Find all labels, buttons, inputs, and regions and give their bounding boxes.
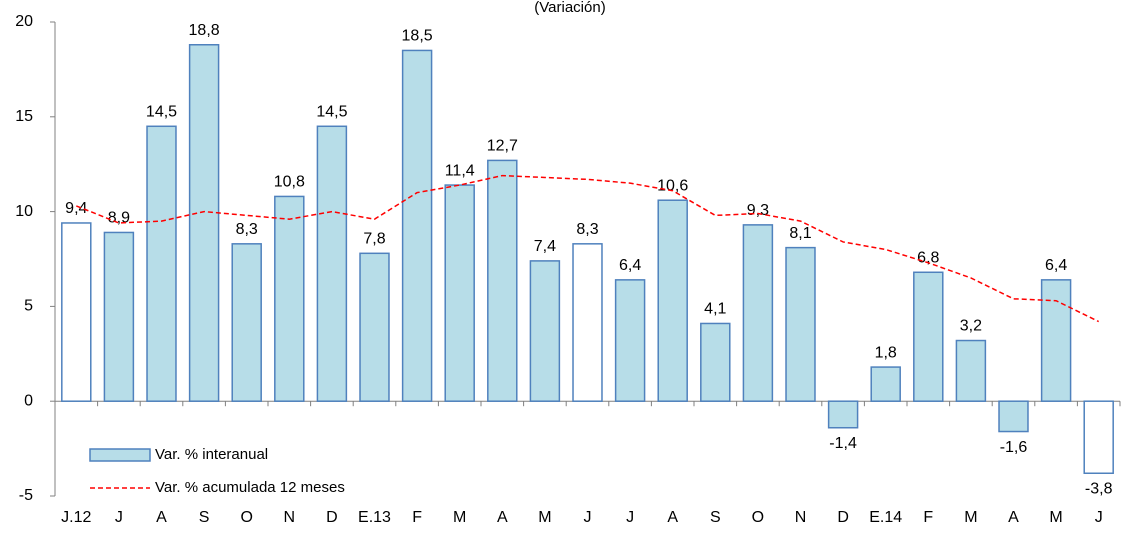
legend-label: Var. % interanual: [155, 446, 268, 463]
bar: [231, 243, 262, 402]
bar: [870, 366, 901, 402]
x-tick-label: A: [1008, 509, 1019, 526]
x-tick-label: A: [156, 509, 167, 526]
bar: [1083, 400, 1114, 474]
x-tick-label: J: [584, 509, 592, 526]
bar: [444, 184, 475, 402]
value-label: 12,7: [487, 138, 518, 155]
bar: [827, 400, 859, 429]
value-label: 3,2: [960, 318, 982, 335]
x-tick-label: N: [284, 509, 296, 526]
x-tick-label: O: [752, 509, 764, 526]
value-label: 1,8: [875, 344, 897, 361]
y-tick-label: 20: [15, 13, 33, 30]
chart-subtitle: (Variación): [534, 0, 605, 16]
y-tick-label: 10: [15, 203, 33, 220]
x-tick-label: J: [1095, 509, 1103, 526]
bar: [785, 246, 816, 402]
bar: [401, 49, 433, 402]
x-tick-label: A: [667, 509, 678, 526]
x-tick-label: M: [964, 509, 977, 526]
x-tick-label: O: [240, 509, 252, 526]
x-tick-label: M: [453, 509, 466, 526]
value-label: 8,3: [236, 221, 258, 238]
value-label: 6,4: [619, 257, 641, 274]
x-tick-label: N: [795, 509, 807, 526]
bar: [657, 199, 688, 402]
value-label: 8,1: [789, 225, 811, 242]
value-label: 14,5: [316, 103, 347, 120]
bar: [614, 279, 646, 402]
x-tick-label: S: [199, 509, 210, 526]
value-label: 11,4: [445, 162, 475, 179]
x-tick-label: E.14: [869, 509, 902, 526]
x-tick-label: J: [115, 509, 123, 526]
bar: [316, 125, 348, 402]
legend-swatch: [89, 448, 151, 462]
bar: [529, 260, 561, 402]
value-label: 18,8: [189, 22, 220, 39]
value-label: 9,4: [65, 200, 87, 217]
value-label: -3,8: [1085, 480, 1113, 497]
bar: [274, 195, 305, 402]
value-label: 9,3: [747, 202, 769, 219]
bar: [700, 322, 731, 402]
x-tick-label: F: [923, 509, 933, 526]
bar: [742, 224, 774, 402]
bar: [146, 125, 177, 402]
y-tick-label: 5: [24, 298, 33, 315]
value-label: 14,5: [146, 103, 177, 120]
bar: [359, 252, 390, 402]
value-label: 7,4: [534, 238, 556, 255]
value-label: 10,8: [274, 174, 305, 191]
value-label: 4,1: [704, 301, 726, 318]
bar: [998, 400, 1029, 433]
value-label: -1,6: [1000, 439, 1028, 456]
x-tick-label: M: [1049, 509, 1062, 526]
value-label: 18,5: [402, 28, 433, 45]
x-tick-label: A: [497, 509, 508, 526]
x-tick-label: D: [837, 509, 849, 526]
value-label: 8,9: [108, 210, 130, 227]
bar: [913, 271, 944, 402]
legend-label: Var. % acumulada 12 meses: [155, 479, 345, 496]
x-tick-label: J: [626, 509, 634, 526]
x-tick-label: M: [538, 509, 551, 526]
x-tick-label: E.13: [358, 509, 391, 526]
bar: [103, 231, 135, 402]
value-label: 6,8: [917, 249, 939, 266]
bar: [188, 44, 220, 402]
value-label: 10,6: [657, 177, 688, 194]
x-tick-label: F: [412, 509, 422, 526]
value-label: -1,4: [829, 435, 857, 452]
y-tick-label: 15: [15, 108, 33, 125]
value-label: 8,3: [576, 221, 598, 238]
value-label: 6,4: [1045, 257, 1067, 274]
bar: [572, 243, 603, 402]
bar: [61, 222, 92, 402]
x-tick-label: J.12: [61, 509, 91, 526]
y-tick-label: 0: [24, 392, 33, 409]
bar: [1040, 279, 1072, 402]
line: [76, 174, 1100, 323]
y-tick-label: -5: [19, 487, 33, 504]
x-tick-label: D: [326, 509, 338, 526]
bar: [487, 159, 518, 402]
bar: [955, 339, 987, 402]
x-tick-label: S: [710, 509, 721, 526]
value-label: 7,8: [363, 231, 385, 248]
